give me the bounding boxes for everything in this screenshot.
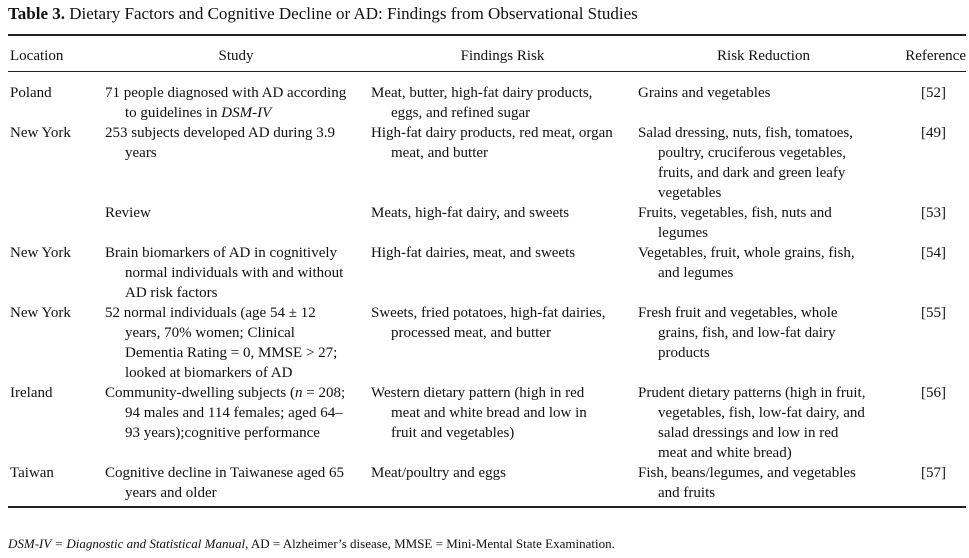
table-row: New York 52 normal individuals (age 54 ± … bbox=[8, 303, 966, 383]
column-header: Findings Risk bbox=[369, 35, 636, 72]
table-cell: New York bbox=[10, 245, 71, 261]
table-cell: New York bbox=[10, 125, 71, 141]
text-segment: , AD = Alzheimer’s disease, MMSE = Mini-… bbox=[245, 536, 615, 551]
column-header: Risk Reduction bbox=[636, 35, 891, 72]
header-row: Location Study Findings Risk Risk Reduction… bbox=[8, 35, 966, 72]
table-label: Table 3. bbox=[8, 4, 66, 23]
table-cell: [52] bbox=[921, 85, 946, 101]
table-cell: Fish, beans/legumes, and vegetables and … bbox=[638, 465, 856, 501]
table-cell: 253 subjects developed AD during 3.9 yea… bbox=[105, 125, 335, 161]
text-segment: DSM-IV = Diagnostic and Statistical Manu… bbox=[8, 536, 246, 551]
column-header: Reference bbox=[891, 35, 966, 72]
table-cell: Prudent dietary patterns (high in fruit,… bbox=[638, 385, 866, 461]
title-text: Dietary Factors and Cognitive Decline or… bbox=[69, 4, 638, 23]
table: Location Study Findings Risk Risk Reduction… bbox=[8, 34, 966, 508]
table-cell: New York bbox=[10, 305, 71, 321]
table-row: Poland 71 people diagnosed with AD accord… bbox=[8, 72, 966, 124]
column-header: Location bbox=[8, 35, 103, 72]
table-cell: Vegetables, fruit, whole grains, fish, a… bbox=[638, 245, 855, 281]
table-cell: Community-dwelling subjects (n = 208; 94… bbox=[103, 383, 369, 463]
table-cell: Meat/poultry and eggs bbox=[371, 465, 506, 481]
table-cell: 71 people diagnosed with AD according to… bbox=[103, 72, 369, 124]
table-cell: Western dietary pattern (high in red mea… bbox=[371, 385, 587, 441]
text-segment: DSM-IV bbox=[221, 105, 272, 121]
table-cell: [54] bbox=[921, 245, 946, 261]
table-cell: High-fat dairies, meat, and sweets bbox=[371, 245, 576, 261]
table-cell: Grains and vegetables bbox=[638, 85, 771, 101]
table-cell: [55] bbox=[921, 305, 946, 321]
table-cell: Review bbox=[105, 205, 151, 221]
table-cell: High-fat dairy products, red meat, organ… bbox=[371, 125, 613, 161]
table-cell: Poland bbox=[10, 85, 52, 101]
table-body: Poland 71 people diagnosed with AD accord… bbox=[8, 72, 966, 508]
table-cell bbox=[8, 203, 103, 243]
column-header: Study bbox=[103, 35, 369, 72]
table-cell: Meats, high-fat dairy, and sweets bbox=[371, 205, 570, 221]
table-row: New York 253 subjects developed AD during… bbox=[8, 123, 966, 203]
table-cell: [49] bbox=[921, 125, 946, 141]
table-row: Taiwan Cognitive decline in Taiwanese age… bbox=[8, 463, 966, 507]
table-cell: Brain biomarkers of AD in cognitively no… bbox=[105, 245, 344, 301]
table-cell: Salad dressing, nuts, fish, tomatoes, po… bbox=[638, 125, 853, 201]
text-segment: = 208; 94 males and 114 females; aged 64… bbox=[125, 385, 346, 441]
table-title: Table 3. Dietary Factors and Cognitive D… bbox=[8, 4, 638, 24]
table-cell: Taiwan bbox=[10, 465, 54, 481]
table-row: Ireland Community-dwelling subjects (n = … bbox=[8, 383, 966, 463]
table-cell: 52 normal individuals (age 54 ± 12 years… bbox=[105, 305, 338, 381]
table-row: Review Meats, high-fat dairy, and sweets F… bbox=[8, 203, 966, 243]
table-cell: Cognitive decline in Taiwanese aged 65 y… bbox=[105, 465, 345, 501]
table-row: New York Brain biomarkers of AD in cognit… bbox=[8, 243, 966, 303]
table-cell: [56] bbox=[921, 385, 946, 401]
footnote: DSM-IV = Diagnostic and Statistical Manu… bbox=[8, 536, 615, 552]
table-cell: [57] bbox=[921, 465, 946, 481]
table-cell: Meat, butter, high-fat dairy products, e… bbox=[371, 85, 593, 121]
text-segment: 71 people diagnosed with AD according to… bbox=[105, 85, 347, 121]
table-cell: [53] bbox=[921, 205, 946, 221]
table-head: Location Study Findings Risk Risk Reduction… bbox=[8, 35, 966, 72]
text-segment: n bbox=[294, 385, 303, 401]
table-cell: Ireland bbox=[10, 385, 53, 401]
text-segment: Community-dwelling subjects ( bbox=[105, 385, 295, 401]
table-cell: Fruits, vegetables, fish, nuts and legum… bbox=[638, 205, 832, 241]
table-cell: Sweets, fried potatoes, high-fat dairies… bbox=[371, 305, 606, 341]
table-cell: Fresh fruit and vegetables, whole grains… bbox=[638, 305, 838, 361]
